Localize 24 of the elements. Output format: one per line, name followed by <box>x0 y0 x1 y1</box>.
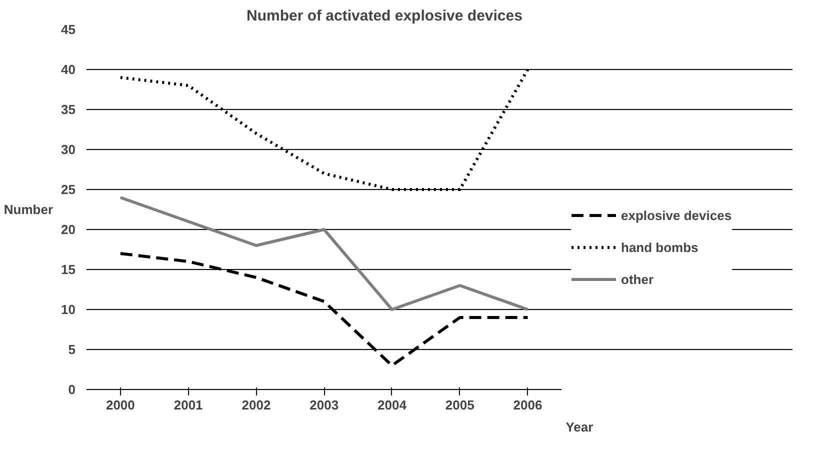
y-tick-label: 10 <box>61 302 76 317</box>
y-tick-label: 35 <box>61 102 76 117</box>
x-tick-label: 2004 <box>378 398 408 412</box>
y-axis-title: Number <box>4 202 54 217</box>
y-tick-label: 30 <box>61 142 76 157</box>
x-axis-title: Year <box>566 420 594 434</box>
y-tick-label: 25 <box>61 182 76 197</box>
y-tick-label: 5 <box>68 342 76 357</box>
legend-label: other <box>621 272 654 286</box>
legend-label: explosive devices <box>621 208 732 222</box>
x-tick-label: 2000 <box>106 398 135 412</box>
x-tick-label: 2002 <box>242 398 271 412</box>
chart-title: Number of activated explosive devices <box>246 8 522 24</box>
y-tick-label: 0 <box>68 382 76 397</box>
x-tick-label: 2005 <box>445 398 474 412</box>
x-tick-label: 2003 <box>310 398 339 412</box>
line-series <box>118 196 530 311</box>
x-tick-label: 2006 <box>513 398 542 412</box>
y-tick-label: 20 <box>61 222 76 237</box>
x-tick-label: 2001 <box>174 398 203 412</box>
y-tick-label: 45 <box>61 22 76 37</box>
y-tick-label: 15 <box>61 262 76 277</box>
y-tick-label: 40 <box>61 62 76 77</box>
legend-label: hand bombs <box>621 240 698 254</box>
